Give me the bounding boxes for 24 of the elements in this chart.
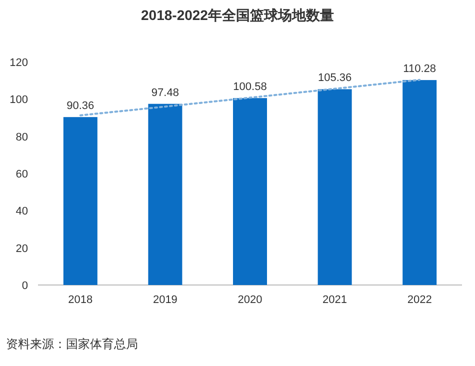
bar xyxy=(63,117,98,285)
data-label: 97.48 xyxy=(151,86,179,99)
data-label: 90.36 xyxy=(66,100,94,112)
data-label: 105.36 xyxy=(318,72,352,84)
y-tick-label: 80 xyxy=(16,131,28,144)
data-label: 110.28 xyxy=(403,63,436,76)
x-tick-label: 2021 xyxy=(322,294,348,306)
bar xyxy=(148,104,182,285)
y-tick-label: 100 xyxy=(10,94,28,106)
y-tick-label: 40 xyxy=(16,206,28,218)
x-tick-label: 2020 xyxy=(238,294,262,306)
bar xyxy=(233,98,267,285)
bar xyxy=(402,80,437,285)
bar xyxy=(318,89,352,285)
data-label: 100.58 xyxy=(233,81,267,94)
x-tick-label: 2018 xyxy=(68,294,93,306)
y-tick-label: 0 xyxy=(22,280,28,292)
y-tick-label: 60 xyxy=(16,168,28,180)
chart-title: 2018-2022年全国篮球场地数量 xyxy=(141,7,334,23)
y-tick-label: 20 xyxy=(16,242,28,255)
text: 资料来源：国家体育总局 xyxy=(6,337,138,351)
x-tick-label: 2019 xyxy=(152,294,178,306)
x-tick-label: 2022 xyxy=(407,294,432,306)
y-tick-label: 120 xyxy=(10,57,28,69)
